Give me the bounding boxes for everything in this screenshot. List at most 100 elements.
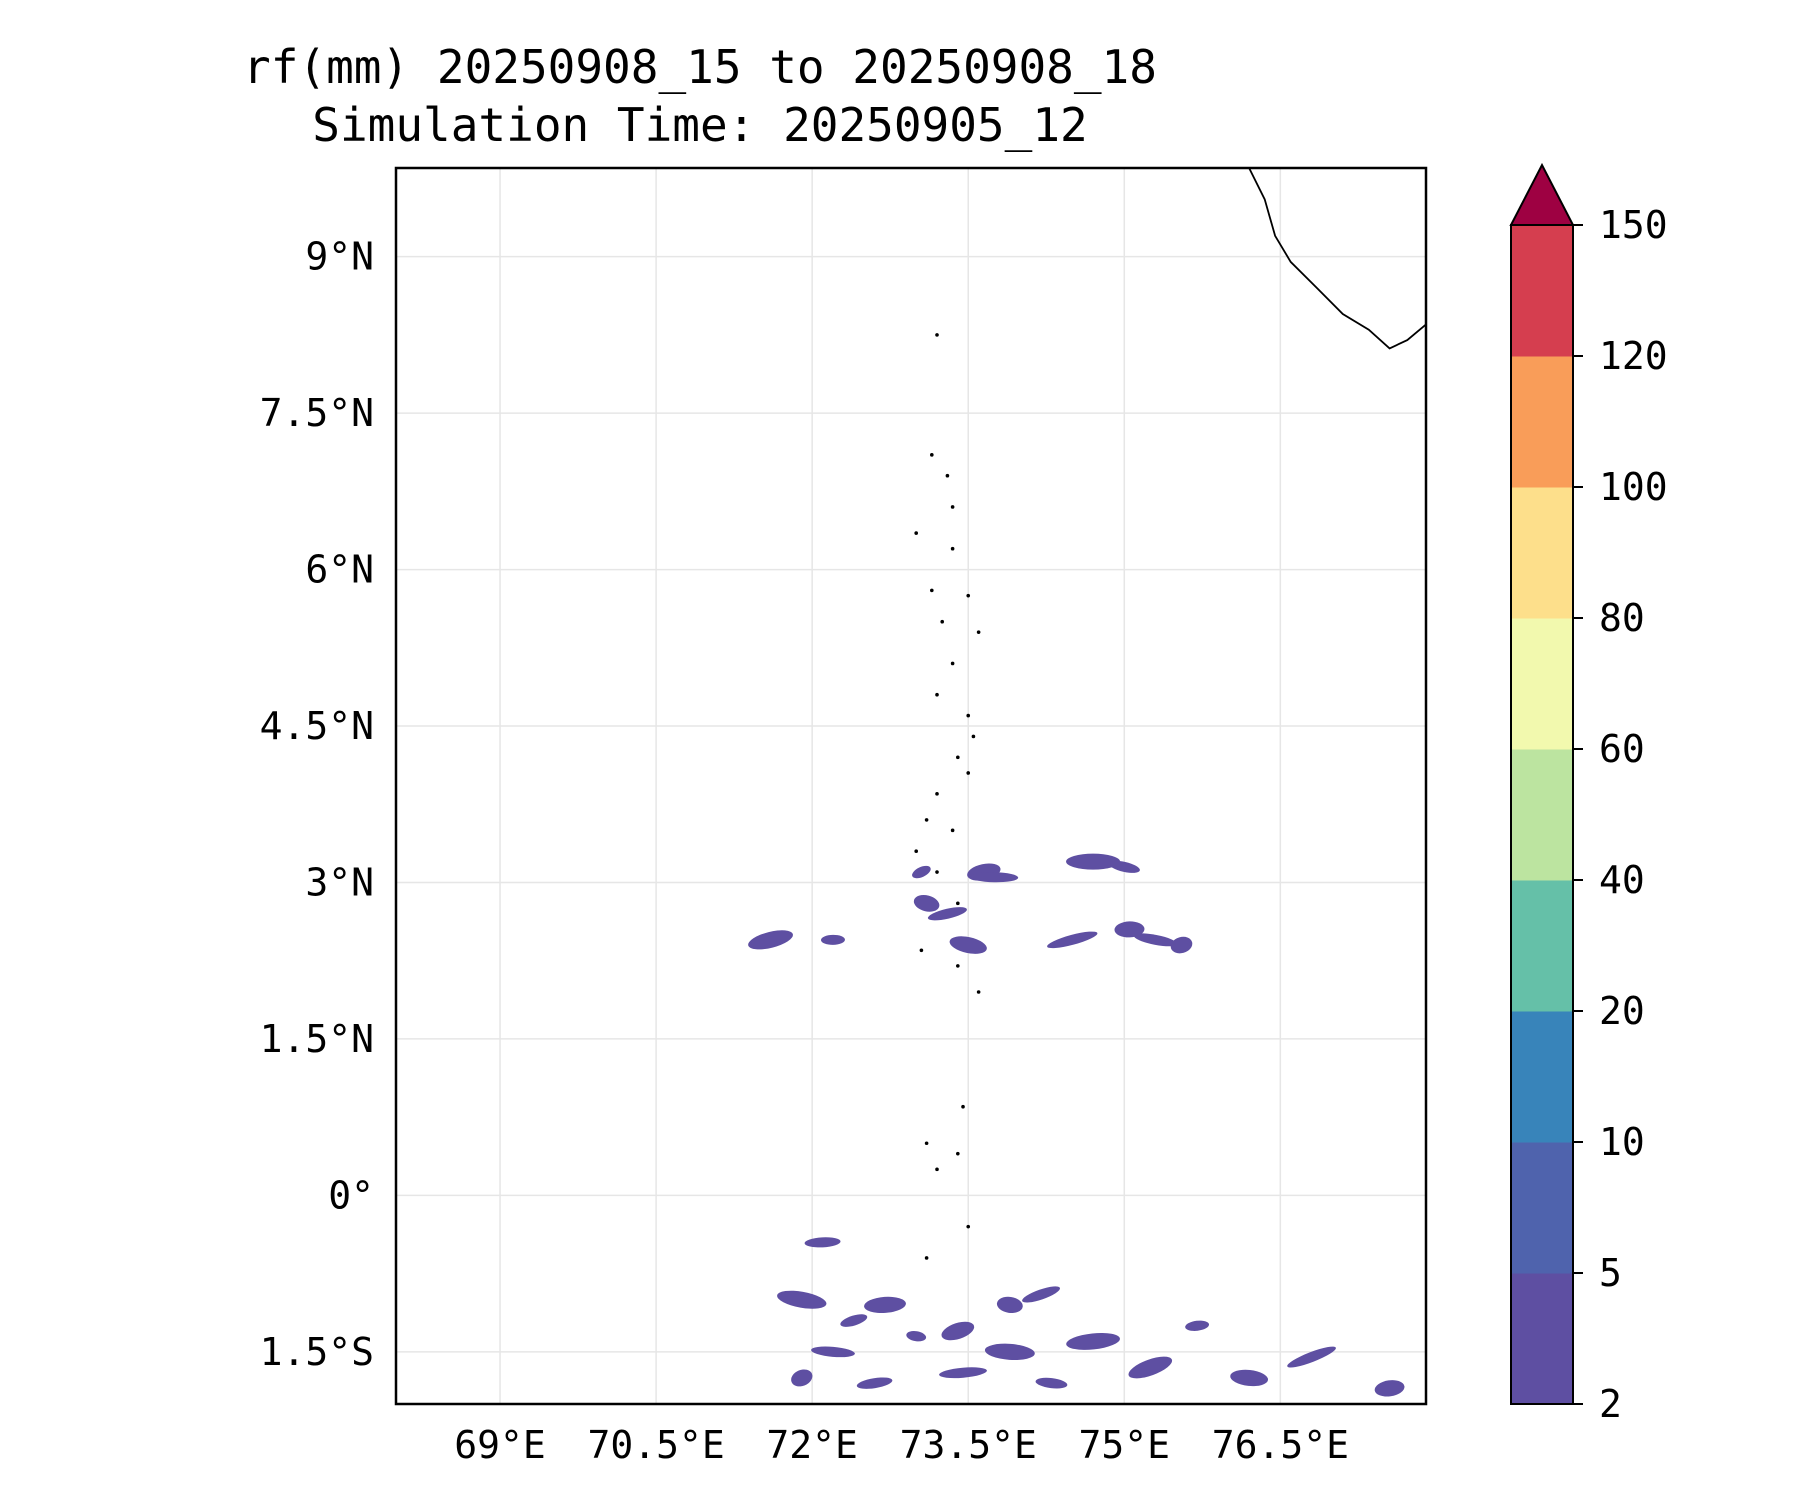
rain-patch <box>941 1321 975 1341</box>
rain-patch <box>820 934 845 945</box>
x-tick-label: 70.5°E <box>587 1423 724 1467</box>
rain-patch <box>1230 1369 1269 1387</box>
figure-title-line-1: rf(mm) 20250908_15 to 20250908_18 <box>243 40 1157 94</box>
atoll-island <box>930 453 934 457</box>
rain-patch <box>970 872 1019 883</box>
atoll-island <box>935 870 939 874</box>
rain-patch <box>1108 860 1140 873</box>
map-background <box>396 168 1426 1404</box>
atoll-island <box>971 734 976 739</box>
colorbar-tick-label: 5 <box>1599 1251 1622 1295</box>
colorbar-tick-label: 10 <box>1599 1120 1645 1164</box>
colorbar-extend-arrow <box>1509 162 1575 226</box>
rainfall-layer <box>748 853 1405 1397</box>
colorbar-tick-label: 2 <box>1599 1382 1622 1426</box>
y-tick-label: 9°N <box>305 235 374 279</box>
atoll-island <box>935 792 939 796</box>
colorbar-tick-label: 150 <box>1599 203 1668 247</box>
rain-patch <box>1287 1346 1336 1368</box>
atoll-island <box>914 531 919 535</box>
atoll-island <box>924 1141 929 1146</box>
y-tick-label: 1.5°N <box>260 1017 374 1061</box>
atoll-island <box>966 593 971 598</box>
rain-patch <box>927 907 967 921</box>
atoll-island <box>976 990 981 994</box>
colorbar: 2 5 10 20 40 60 80 100 120 150 <box>1509 162 1668 1426</box>
atoll-island <box>914 849 919 853</box>
rain-patch <box>913 894 940 912</box>
coastline-layer <box>914 168 1426 1260</box>
atoll-island <box>956 901 960 906</box>
y-axis-tick-labels: 9°N 7.5°N 6°N 4.5°N 3°N 1.5°N 0° 1.5°S <box>260 235 374 1374</box>
rain-patch <box>777 1290 827 1309</box>
rain-patch <box>1022 1286 1061 1303</box>
colorbar-segment <box>1511 356 1573 488</box>
rain-patch <box>1170 936 1193 954</box>
atoll-island <box>976 630 981 634</box>
colorbar-segment <box>1511 880 1573 1012</box>
rain-patch <box>996 1296 1023 1314</box>
colorbar-segment <box>1511 749 1573 881</box>
rain-patch <box>840 1314 868 1327</box>
rain-patch <box>1035 1377 1068 1389</box>
rain-patch <box>1185 1320 1210 1331</box>
atoll-island <box>924 818 929 822</box>
atoll-island <box>950 828 955 833</box>
x-tick-label: 76.5°E <box>1212 1423 1349 1467</box>
x-tick-label: 69°E <box>454 1423 546 1467</box>
gridlines <box>396 168 1426 1404</box>
rain-patch <box>912 865 931 879</box>
rain-patch <box>811 1346 855 1358</box>
y-tick-label: 3°N <box>305 860 374 904</box>
rain-patch <box>906 1331 927 1342</box>
rain-patch <box>1128 1356 1173 1379</box>
colorbar-frame <box>1510 224 1574 1405</box>
y-tick-label: 0° <box>328 1173 374 1217</box>
colorbar-tick-label: 100 <box>1599 465 1668 509</box>
atoll-island <box>945 473 950 478</box>
colorbar-segment <box>1511 618 1573 750</box>
rain-patch <box>1066 853 1121 870</box>
rain-patch <box>1374 1380 1405 1397</box>
atoll-island <box>956 755 960 760</box>
rain-patch <box>1066 1332 1120 1350</box>
atoll-island <box>950 661 955 666</box>
y-tick-label: 7.5°N <box>260 391 374 435</box>
figure-title-line-2: Simulation Time: 20250905_12 <box>312 98 1088 152</box>
colorbar-segment <box>1511 225 1573 357</box>
atoll-island <box>961 1104 965 1109</box>
rain-patch <box>748 930 793 950</box>
atoll-island <box>950 546 955 551</box>
x-tick-label: 75°E <box>1079 1423 1171 1467</box>
atoll-island <box>919 948 924 953</box>
rain-patch <box>1114 921 1145 938</box>
colorbar-tick-label: 40 <box>1599 858 1645 902</box>
colorbar-tick-label: 20 <box>1599 989 1645 1033</box>
atoll-island <box>950 505 955 509</box>
atoll-island <box>966 1224 971 1229</box>
atoll-island <box>966 771 971 775</box>
colorbar-segment <box>1511 1011 1573 1143</box>
y-tick-label: 1.5°S <box>260 1330 374 1374</box>
atoll-island <box>930 588 934 593</box>
atoll-island <box>924 1256 929 1260</box>
atoll-island <box>956 964 960 968</box>
rain-patch <box>949 936 987 954</box>
rain-patch <box>864 1296 906 1314</box>
colorbar-tick-label: 60 <box>1599 727 1645 771</box>
atoll-island <box>935 1167 939 1172</box>
y-tick-label: 4.5°N <box>260 704 374 748</box>
rain-patch <box>791 1369 813 1387</box>
colorbar-tick-label: 120 <box>1599 334 1668 378</box>
colorbar-segment <box>1511 1273 1573 1405</box>
atoll-island <box>966 713 971 718</box>
rain-patch <box>856 1377 893 1389</box>
y-tick-label: 6°N <box>305 548 374 592</box>
x-axis-tick-labels: 69°E 70.5°E 72°E 73.5°E 75°E 76.5°E <box>454 1423 1349 1467</box>
atoll-island <box>956 1151 960 1156</box>
rain-patch <box>939 1367 987 1379</box>
india-coastline <box>1248 168 1426 350</box>
rain-patch <box>1133 933 1178 947</box>
colorbar-tick-label: 80 <box>1599 596 1645 640</box>
